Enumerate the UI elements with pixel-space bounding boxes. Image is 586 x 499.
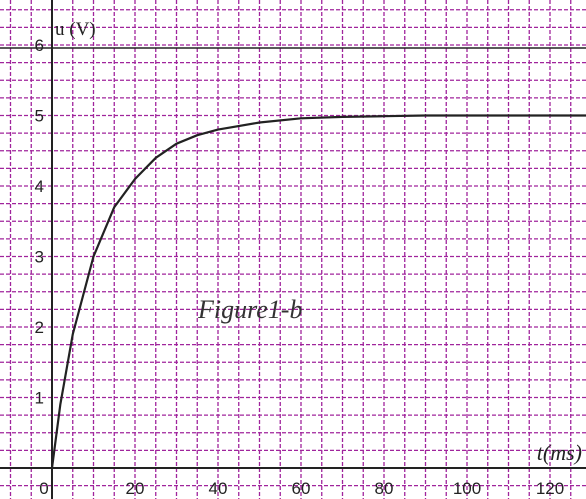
x-tick-label: 60 [292,479,311,498]
y-tick-label: 4 [35,177,44,196]
x-axis-label: t(ms) [537,440,582,465]
figure-annotation: Figure1-b [197,295,302,324]
y-tick-label: 1 [35,389,44,408]
y-tick-label: 2 [35,318,44,337]
x-tick-label: 40 [209,479,228,498]
x-tick-label: 120 [536,479,564,498]
x-tick-label: 100 [453,479,481,498]
y-tick-label: 6 [35,36,44,55]
x-tick-label: 80 [375,479,394,498]
x-tick-label: 0 [39,479,48,498]
x-tick-label: 20 [126,479,145,498]
series-line [50,114,586,469]
y-tick-labels: 1 2 3 4 5 6 [35,36,44,408]
x-tick-labels: 0 20 40 60 80 100 120 [39,479,564,498]
y-tick-label: 5 [35,107,44,126]
y-tick-label: 3 [35,248,44,267]
y-axis-label: u (V) [55,19,96,40]
